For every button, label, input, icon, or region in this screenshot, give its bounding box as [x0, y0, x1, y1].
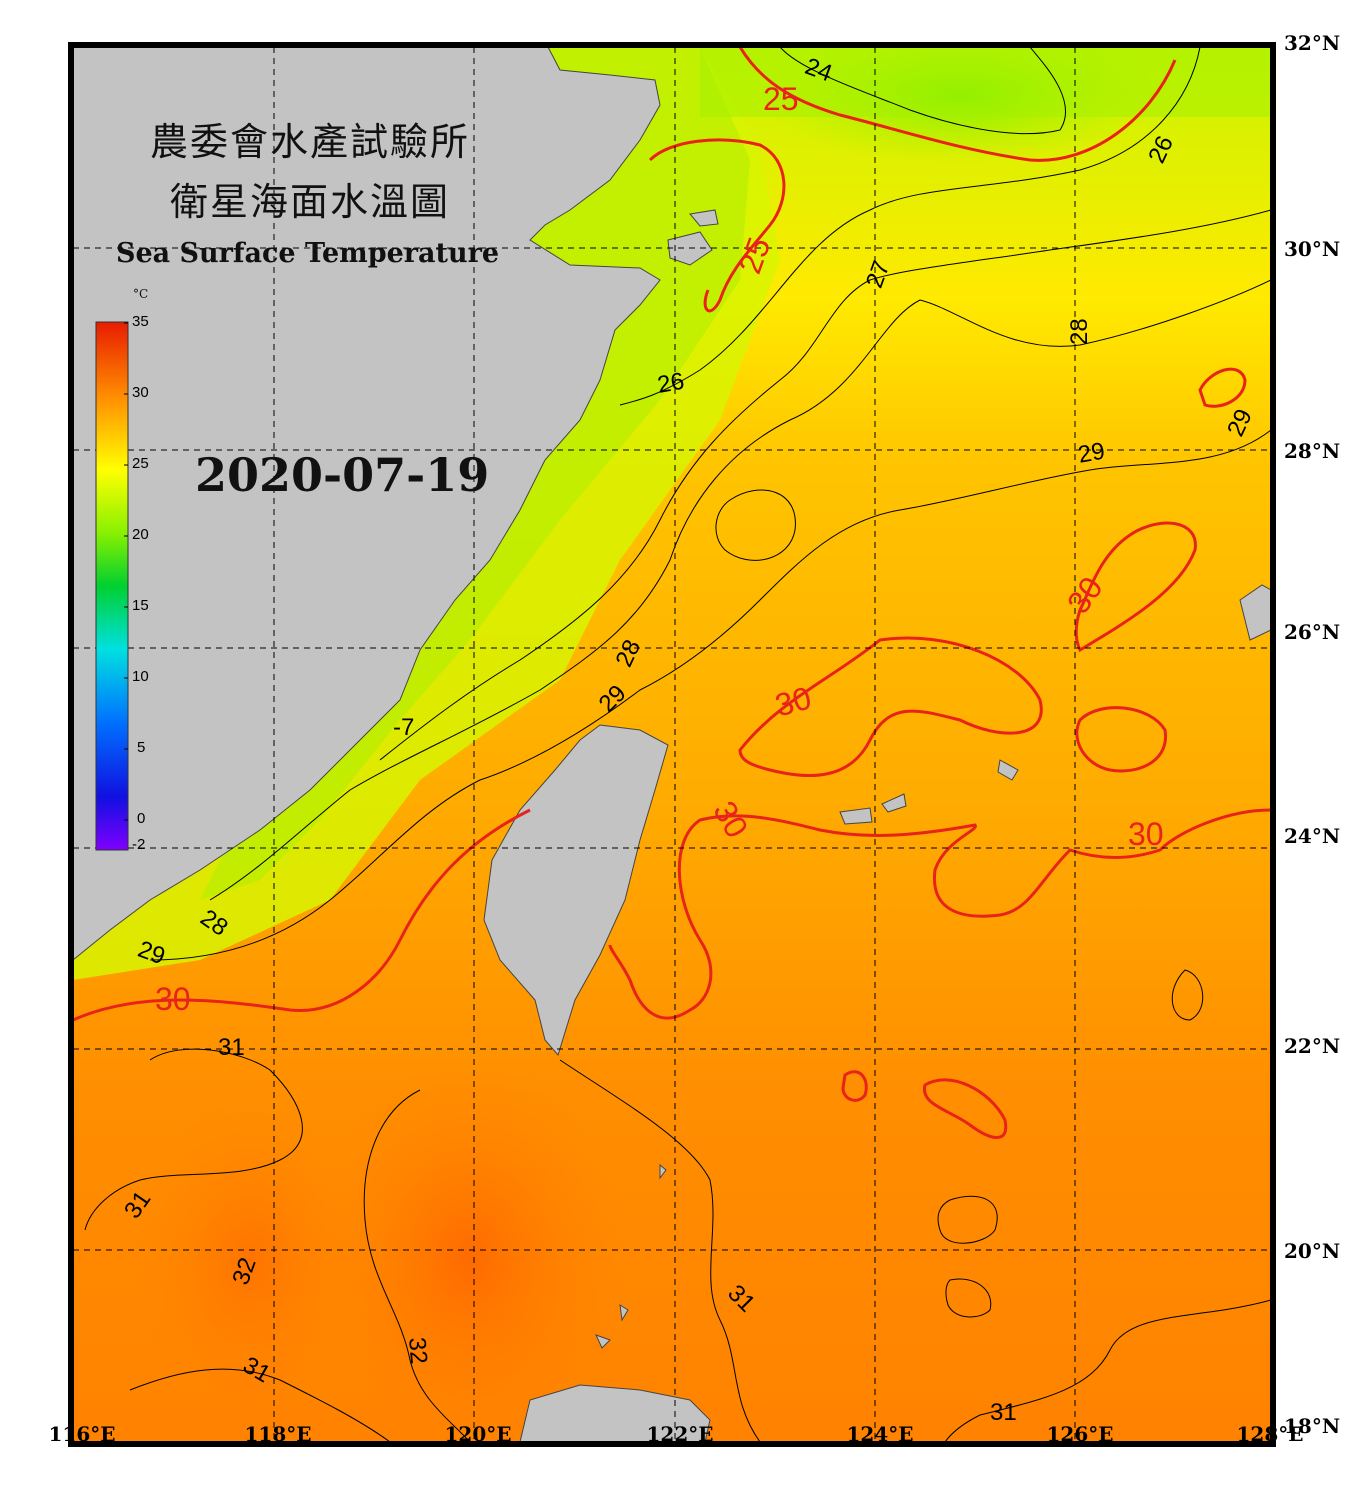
longitude-label: 122°E — [646, 1422, 714, 1446]
ryukyu-island-2 — [997, 759, 1019, 781]
contour-label: 32 — [403, 1336, 432, 1365]
isotherm-32 — [363, 1089, 471, 1442]
isotherm-loop-1 — [1171, 969, 1204, 1021]
china-mainland — [73, 47, 661, 961]
isotherm-loop-2 — [937, 1195, 998, 1244]
ryukyu-island-4 — [881, 793, 907, 813]
graticule — [73, 47, 1271, 1442]
contour-label: 28 — [1066, 318, 1093, 345]
longitude-label: 128°E — [1236, 1422, 1304, 1446]
isotherm-30-east — [608, 808, 1271, 1020]
isotherm-31-west — [84, 1048, 303, 1231]
isotherm-25-north — [738, 47, 1177, 162]
colorbar-tick-label: 20 — [132, 526, 149, 543]
colorbar-tick-label: 5 — [137, 739, 146, 756]
isotherm-30-central — [738, 636, 1043, 778]
contour-label-red: 25 — [763, 81, 799, 117]
isotherm-31-east — [944, 1299, 1271, 1442]
isotherm-28 — [209, 279, 1271, 901]
longitude-label: 124°E — [846, 1422, 914, 1446]
latitude-label: 24°N — [1284, 824, 1341, 848]
colorbar-tick-label: 30 — [132, 384, 149, 401]
colorbar-tick-label: 25 — [132, 455, 149, 472]
batanes-islands — [595, 1163, 667, 1349]
longitude-label: 126°E — [1046, 1422, 1114, 1446]
latitude-label: 20°N — [1284, 1239, 1341, 1263]
isotherm-25-coast — [648, 138, 786, 313]
warm-pool-sw — [130, 1100, 370, 1420]
longitude-label: 118°E — [244, 1422, 312, 1446]
map-frame — [68, 42, 1276, 1447]
colorbar-ticks — [124, 322, 128, 821]
ryukyu-island-3 — [839, 807, 873, 825]
contour-label-red: 30 — [155, 981, 191, 1017]
title-english: Sea Surface Temperature — [115, 238, 500, 269]
ryukyu-island-1 — [1239, 584, 1271, 641]
title-chinese: 農委會水產試驗所 衛星海面水溫圖 — [110, 112, 510, 232]
isotherm-29 — [149, 429, 1271, 961]
longitude-label: 116°E — [48, 1422, 116, 1446]
isotherm-31-sw — [129, 1368, 391, 1442]
taiwan-island — [483, 724, 669, 1057]
contour-label: 26 — [655, 368, 686, 399]
colorbar-tick-label: -2 — [132, 836, 146, 853]
latitude-label: 28°N — [1284, 439, 1341, 463]
isotherm-31-south — [559, 1059, 761, 1442]
isotherm-29-loop — [715, 489, 796, 561]
title-zh-line2: 衛星海面水溫圖 — [169, 180, 450, 224]
colorbar-tick-label: 15 — [132, 597, 149, 614]
colorbar — [95, 321, 129, 851]
colorbar-unit: °C — [133, 287, 149, 301]
isotherm-27 — [379, 209, 1271, 761]
north-green-band — [700, 47, 1271, 117]
isotherm-30-loop-ne — [1074, 521, 1197, 653]
isotherm-loop-red-2 — [841, 1070, 868, 1102]
contour-label: 31 — [990, 1399, 1017, 1426]
contour-label: -7 — [393, 714, 414, 741]
isotherm-loop-3 — [945, 1278, 992, 1318]
latitude-label: 30°N — [1284, 237, 1341, 261]
isotherm-30-west — [73, 808, 531, 1022]
colorbar-tick-label: 35 — [132, 313, 149, 330]
contour-label: 29 — [1076, 438, 1107, 469]
luzon-north — [519, 1384, 711, 1442]
date-label: 2020-07-19 — [195, 448, 490, 502]
zhoushan-islands — [667, 209, 719, 266]
title-zh-line1: 農委會水產試驗所 — [149, 120, 470, 164]
longitude-label: 120°E — [444, 1422, 512, 1446]
latitude-label: 18°N — [1284, 1414, 1341, 1438]
colorbar-tick-label: 0 — [137, 810, 146, 827]
contour-label: 31 — [218, 1034, 245, 1061]
isotherm-30-loop-e — [1075, 706, 1167, 773]
isotherm-29-loop-ne — [1198, 367, 1247, 408]
latitude-label: 32°N — [1284, 31, 1341, 55]
isotherm-loop-red-1 — [923, 1078, 1008, 1139]
warm-pool-south — [310, 1060, 630, 1442]
colorbar-tick-label: 10 — [132, 668, 149, 685]
contour-label-red: 30 — [1128, 816, 1164, 852]
latitude-label: 22°N — [1284, 1034, 1341, 1058]
latitude-label: 26°N — [1284, 620, 1341, 644]
isotherm-24 — [779, 47, 1066, 135]
isotherm-26-north — [619, 47, 1201, 406]
